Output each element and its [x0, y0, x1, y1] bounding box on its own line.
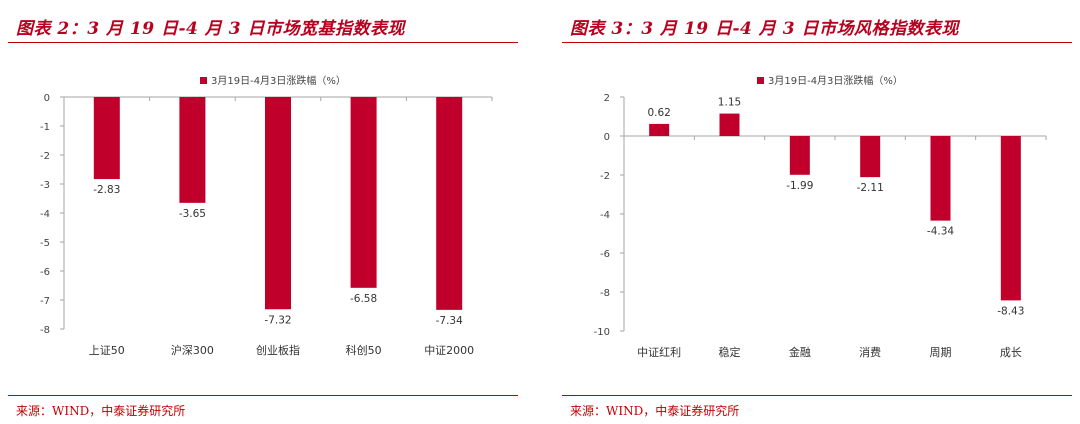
right-source-note: 来源：WIND，中泰证券研究所 [570, 404, 740, 418]
y-tick-label: -1 [40, 122, 50, 133]
category-label: 稳定 [719, 345, 741, 359]
bar [860, 136, 881, 178]
y-tick-label: -6 [600, 249, 610, 260]
data-label: -7.34 [436, 315, 463, 327]
bar [719, 113, 740, 136]
y-tick-label: -4 [600, 210, 610, 221]
data-label: -3.65 [179, 208, 206, 220]
bar [265, 97, 291, 310]
legend-swatch [200, 77, 207, 84]
bar [350, 97, 377, 288]
data-label: -6.58 [350, 293, 377, 305]
category-label: 中证红利 [637, 346, 681, 359]
legend: 3月19日-4月3日涨跌幅（%） [757, 74, 903, 87]
left-title-rule [8, 42, 518, 43]
data-label: -4.34 [927, 226, 954, 238]
bar [93, 97, 120, 180]
style-index-bar-chart: 3月19日-4月3日涨跌幅（%） 2 0 -2 -4 -6 -8 -10 0.62 中证红利 1.1… [594, 74, 1047, 359]
broad-index-bar-chart: 3月19日-4月3日涨跌幅（%） 0 -1 -2 -3 -4 -5 -6 -7 -8 -2.83 上证… [40, 74, 493, 357]
left-source-rule [8, 395, 518, 396]
y-tick-label: 0 [604, 132, 610, 143]
category-label: 周期 [930, 346, 952, 359]
data-label: 1.15 [718, 97, 741, 109]
y-tick-label: -10 [594, 327, 610, 338]
category-label: 成长 [1000, 346, 1022, 359]
left-chart-title: 图表 2：3 月 19 日-4 月 3 日市场宽基指数表现 [16, 19, 405, 39]
left-source-note: 来源：WIND，中泰证券研究所 [16, 404, 186, 418]
category-label: 金融 [789, 345, 811, 359]
y-tick-label: -8 [600, 288, 610, 299]
category-label: 中证2000 [424, 344, 474, 357]
right-title-rule [562, 42, 1072, 43]
legend-label: 3月19日-4月3日涨跌幅（%） [211, 74, 346, 87]
right-chart-panel: 图表 3：3 月 19 日-4 月 3 日市场风格指数表现 3月19日-4月3日… [562, 0, 1072, 424]
y-tick-label: -6 [40, 267, 50, 278]
data-label: -2.83 [93, 184, 120, 196]
legend-label: 3月19日-4月3日涨跌幅（%） [768, 74, 903, 87]
data-label: 0.62 [647, 107, 670, 119]
y-tick-label: -8 [40, 325, 50, 336]
y-tick-label: -4 [40, 209, 50, 220]
category-label: 沪深300 [171, 343, 214, 357]
legend: 3月19日-4月3日涨跌幅（%） [200, 74, 346, 87]
bar [436, 97, 463, 310]
right-chart-title: 图表 3：3 月 19 日-4 月 3 日市场风格指数表现 [570, 19, 959, 39]
y-tick-label: 2 [604, 93, 610, 104]
data-label: -2.11 [857, 182, 884, 194]
y-tick-label: -7 [40, 296, 50, 307]
data-label: -7.32 [264, 314, 291, 326]
right-source-rule [562, 395, 1072, 396]
category-label: 科创50 [346, 343, 382, 357]
y-tick-label: -2 [40, 151, 50, 162]
y-tick-label: 0 [44, 93, 50, 104]
left-chart-panel: 图表 2：3 月 19 日-4 月 3 日市场宽基指数表现 3月19日-4月3日… [8, 0, 518, 424]
category-label: 消费 [859, 345, 881, 359]
bar [1000, 136, 1021, 301]
bar [930, 136, 951, 221]
y-tick-label: -5 [40, 238, 50, 249]
legend-swatch [757, 77, 764, 84]
category-label: 上证50 [89, 344, 125, 357]
bar [649, 123, 670, 136]
y-tick-label: -2 [600, 171, 610, 182]
bar [789, 136, 810, 175]
data-label: -8.43 [997, 305, 1024, 317]
category-label: 创业板指 [256, 343, 300, 357]
data-label: -1.99 [786, 180, 813, 192]
y-tick-label: -3 [40, 180, 50, 191]
bar [179, 97, 206, 203]
